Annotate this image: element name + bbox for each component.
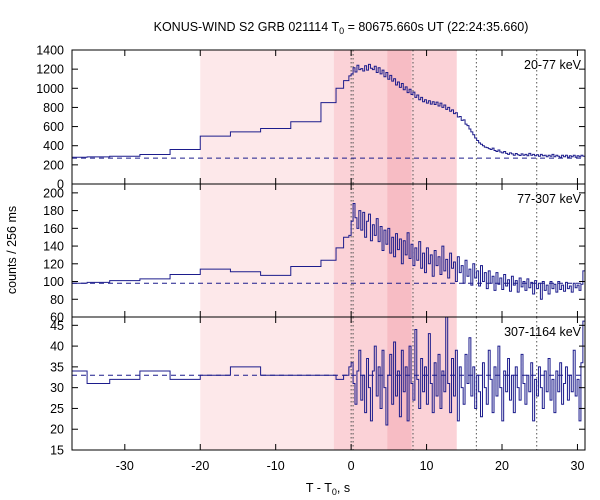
light-curve-line: [72, 63, 585, 159]
panel-2: 60 80 100 120 140 160 180 200 77-307 keV: [43, 183, 586, 325]
y-tick-label: 600: [43, 120, 64, 134]
shaded-region: [200, 317, 334, 450]
shaded-region: [387, 50, 412, 184]
panel-3: 15 20 25 30 35 40 45 -30 -20 -10 0 10 20 30 307-1164 k…: [50, 316, 586, 473]
y-tick-label: 35: [50, 360, 64, 374]
y-tick-label: 800: [43, 101, 64, 115]
y-tick-label: 1000: [36, 82, 64, 96]
x-axis-label: T - T0, s: [306, 481, 350, 497]
y-axis-label: counts / 256 ms: [5, 206, 19, 294]
panel-frame: [71, 316, 586, 451]
shaded-region: [200, 50, 334, 184]
x-tick-label: 30: [571, 459, 585, 473]
y-tick-label: 30: [50, 381, 64, 395]
light-curve-line: [72, 316, 585, 426]
y-tick-label: 0: [57, 178, 64, 192]
y-tick-label: 200: [43, 158, 64, 172]
x-tick-label: 0: [348, 459, 355, 473]
energy-band-label: 77-307 keV: [517, 192, 582, 206]
shaded-region: [200, 184, 334, 317]
y-tick-label: 15: [50, 444, 64, 458]
y-tick-label: 25: [50, 402, 64, 416]
y-tick-label: 140: [43, 240, 64, 254]
y-tick-label: 60: [50, 311, 64, 325]
y-tick-label: 160: [43, 222, 64, 236]
y-tick-label: 40: [50, 340, 64, 354]
y-tick-label: 120: [43, 257, 64, 271]
y-tick-label: 45: [50, 319, 64, 333]
x-tick-label: -10: [267, 459, 285, 473]
y-tick-label: 180: [43, 204, 64, 218]
chart-title: KONUS-WIND S2 GRB 021114 T0 = 80675.660s…: [154, 20, 529, 36]
y-tick-label: 20: [50, 423, 64, 437]
y-tick-label: 1400: [36, 44, 64, 58]
y-tick-label: 1200: [36, 63, 64, 77]
y-tick-label: 400: [43, 139, 64, 153]
panel-1: 0 200 400 600 800 1000 1200 1400 20-77 keV: [36, 44, 586, 192]
x-tick-label: -30: [116, 459, 134, 473]
light-curve-line: [72, 203, 585, 300]
energy-band-label: 20-77 keV: [524, 58, 582, 72]
energy-band-label: 307-1164 keV: [504, 325, 582, 339]
x-tick-label: 10: [420, 459, 434, 473]
y-tick-label: 80: [50, 293, 64, 307]
x-tick-label: 20: [495, 459, 509, 473]
y-tick-label: 100: [43, 275, 64, 289]
shaded-region: [387, 184, 412, 317]
x-tick-label: -20: [191, 459, 209, 473]
y-tick-label: 200: [43, 186, 64, 200]
